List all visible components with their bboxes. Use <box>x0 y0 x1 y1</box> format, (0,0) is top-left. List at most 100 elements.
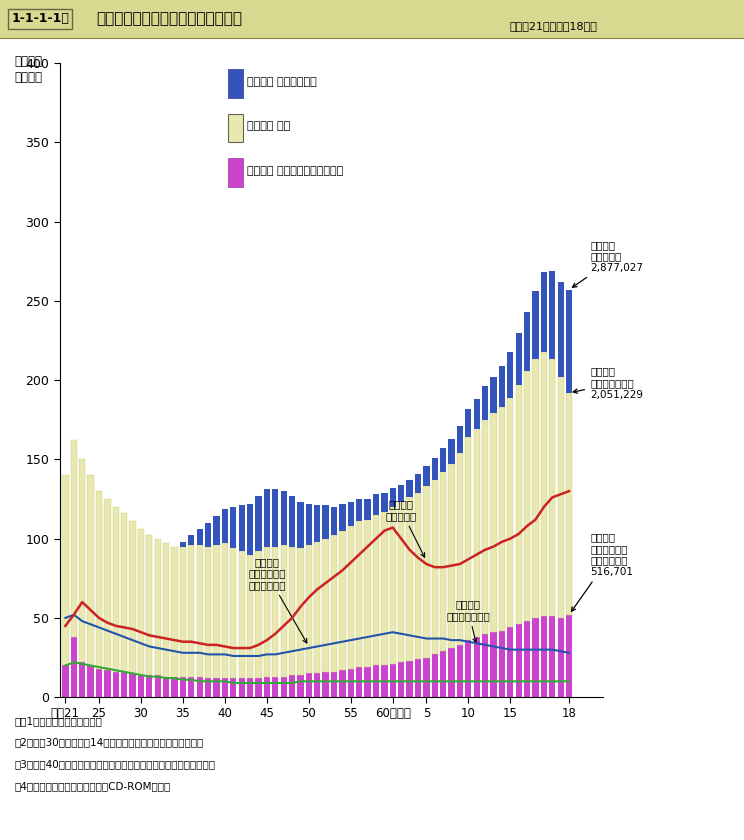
Bar <box>322 672 329 697</box>
Bar <box>205 678 211 697</box>
Bar <box>440 472 446 651</box>
Bar <box>280 491 286 545</box>
Bar <box>449 438 455 465</box>
Bar <box>247 554 253 678</box>
Bar <box>214 517 219 545</box>
Bar <box>440 449 446 472</box>
Bar <box>62 665 68 697</box>
Text: 刑法犯の認知件数・検挙人員の推移: 刑法犯の認知件数・検挙人員の推移 <box>97 12 243 26</box>
Bar <box>155 538 161 675</box>
Text: 認知件数
（窃盗を除く
一般刑法犯）
516,701: 認知件数 （窃盗を除く 一般刑法犯） 516,701 <box>571 532 633 612</box>
Bar <box>356 499 362 521</box>
Bar <box>171 676 178 697</box>
Bar <box>112 672 119 697</box>
Bar <box>457 453 463 645</box>
Bar <box>96 669 102 697</box>
Bar <box>222 508 228 543</box>
Bar <box>88 665 94 697</box>
Bar <box>516 385 522 624</box>
Bar <box>314 542 321 674</box>
Bar <box>365 499 371 520</box>
Bar <box>104 499 111 670</box>
Bar <box>263 490 270 547</box>
Bar <box>406 480 413 497</box>
Bar <box>263 676 270 697</box>
Bar <box>474 399 480 429</box>
Bar <box>71 637 77 697</box>
Bar <box>146 675 153 697</box>
Bar <box>104 670 111 697</box>
Bar <box>129 674 135 697</box>
Bar <box>306 545 312 674</box>
Bar <box>406 497 413 661</box>
Bar <box>356 667 362 697</box>
Text: 1-1-1-1図: 1-1-1-1図 <box>11 13 69 25</box>
Text: （昭和21年～平成18年）: （昭和21年～平成18年） <box>510 21 597 31</box>
Bar <box>465 640 472 697</box>
Bar <box>163 676 170 697</box>
Bar <box>415 493 421 659</box>
Bar <box>163 543 170 676</box>
Bar <box>79 662 86 697</box>
Bar <box>228 70 243 98</box>
Bar <box>549 360 556 617</box>
Bar <box>112 507 119 672</box>
Text: 認知件数 交通関係業過: 認知件数 交通関係業過 <box>247 77 317 87</box>
Bar <box>205 522 211 547</box>
Bar <box>498 366 505 407</box>
Bar <box>381 665 388 697</box>
Bar <box>146 535 153 675</box>
Bar <box>171 547 178 676</box>
Bar <box>398 485 404 502</box>
Bar <box>247 504 253 554</box>
Bar <box>196 529 203 545</box>
Bar <box>557 618 564 697</box>
Bar <box>490 377 497 413</box>
Bar <box>331 507 337 535</box>
Bar <box>373 494 379 515</box>
Bar <box>381 493 388 512</box>
Bar <box>524 312 530 370</box>
Bar <box>423 465 429 486</box>
Bar <box>88 475 94 665</box>
Bar <box>272 490 278 547</box>
Text: 注、1　警察庁の統計による。: 注、1 警察庁の統計による。 <box>15 716 103 726</box>
Bar <box>373 665 379 697</box>
Bar <box>230 678 237 697</box>
Text: 検挙人員
（窃盗を除く
一般刑法犯）: 検挙人員 （窃盗を除く 一般刑法犯） <box>248 557 307 643</box>
Text: 4　発生率の推移については，CD-ROM参照。: 4 発生率の推移については，CD-ROM参照。 <box>15 781 171 791</box>
Bar <box>498 407 505 631</box>
Bar <box>490 413 497 633</box>
Bar <box>365 667 371 697</box>
Bar <box>524 621 530 697</box>
Bar <box>180 676 186 697</box>
Bar <box>222 678 228 697</box>
Bar <box>423 486 429 658</box>
Bar <box>533 618 539 697</box>
Bar <box>188 545 194 676</box>
Bar <box>306 504 312 545</box>
Bar <box>121 672 127 697</box>
Bar <box>347 669 354 697</box>
Bar <box>138 529 144 675</box>
Text: 認知件数
（刑法犯）
2,877,027: 認知件数 （刑法犯） 2,877,027 <box>572 240 643 287</box>
Bar <box>566 393 572 615</box>
Bar <box>457 426 463 453</box>
Bar <box>188 676 194 697</box>
Bar <box>465 408 472 437</box>
Bar <box>432 654 438 697</box>
Bar <box>406 661 413 697</box>
Bar <box>465 437 472 640</box>
Bar <box>566 615 572 697</box>
Bar <box>557 281 564 377</box>
Bar <box>482 633 488 697</box>
Bar <box>155 675 161 697</box>
Bar <box>188 535 194 545</box>
Text: 検挙人員
（刑法犯）: 検挙人員 （刑法犯） <box>385 499 425 557</box>
Bar <box>339 504 345 531</box>
Bar <box>356 521 362 667</box>
Bar <box>228 113 243 142</box>
Bar <box>263 547 270 676</box>
Bar <box>331 672 337 697</box>
Bar <box>516 624 522 697</box>
